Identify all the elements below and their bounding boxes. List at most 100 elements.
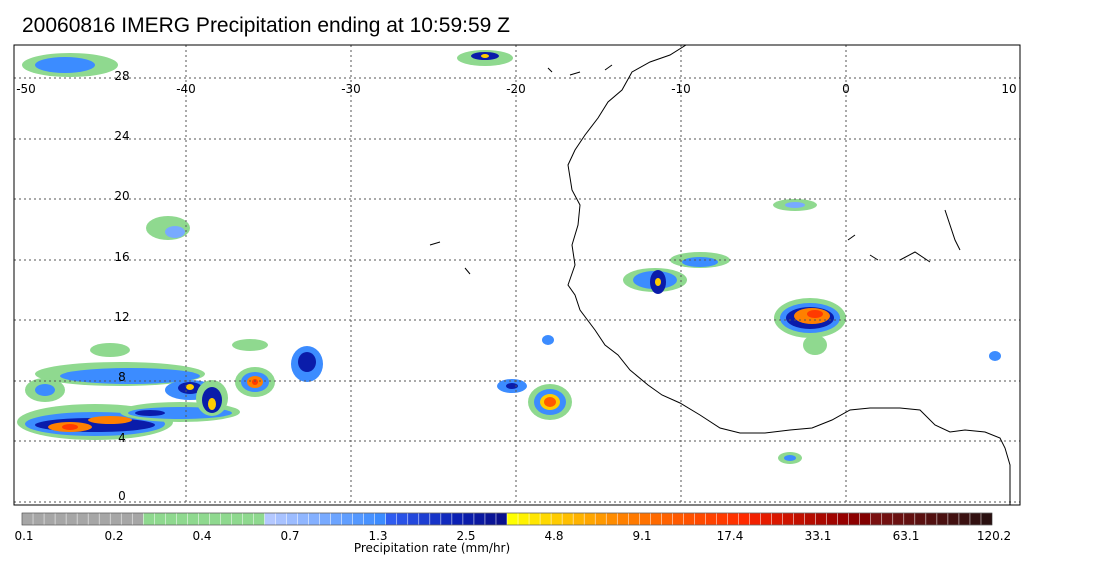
lat-tick-label: 4 — [118, 431, 126, 445]
colorbar-tick-label: 63.1 — [893, 529, 920, 543]
colorbar-cell — [396, 512, 409, 526]
colorbar-cell — [848, 512, 861, 526]
colorbar-cell — [131, 512, 144, 526]
colorbar-cell — [76, 512, 89, 526]
colorbar-cell — [815, 512, 828, 526]
colorbar-tick-label: 4.8 — [544, 529, 563, 543]
colorbar-cell — [98, 512, 111, 526]
colorbar-cell — [109, 512, 122, 526]
colorbar-cell — [837, 512, 850, 526]
colorbar-cell — [947, 512, 960, 526]
colorbar-cell — [594, 512, 607, 526]
colorbar-cell — [683, 512, 695, 526]
colorbar-cell — [903, 512, 916, 526]
lon-tick-label: 0 — [842, 82, 850, 96]
colorbar-frame — [21, 512, 993, 526]
colorbar-cell — [352, 512, 365, 526]
colorbar-cell — [727, 512, 740, 526]
colorbar-cell — [242, 512, 255, 526]
lon-tick-label: -10 — [671, 82, 691, 96]
colorbar-cell — [705, 512, 717, 526]
colorbar-cell — [120, 512, 133, 526]
rain-band-west — [17, 339, 323, 440]
colorbar-cell — [495, 512, 508, 526]
colorbar-cell — [363, 512, 376, 526]
colorbar-cell — [451, 512, 464, 526]
colorbar-cell — [936, 512, 949, 526]
colorbar-cell — [165, 512, 177, 526]
colorbar-cell — [771, 512, 784, 526]
colorbar-cell — [892, 512, 905, 526]
map-title: 20060816 IMERG Precipitation ending at 1… — [22, 14, 510, 37]
colorbar-cell — [925, 512, 938, 526]
colorbar-cell — [187, 512, 199, 526]
lat-lon-grid — [14, 45, 1020, 505]
colorbar-cell — [572, 512, 585, 526]
lon-tick-label: -40 — [176, 82, 196, 96]
colorbar-cell — [969, 512, 982, 526]
colorbar-cell — [694, 512, 706, 526]
colorbar-cell — [528, 512, 541, 526]
colorbar-tick-label: 0.4 — [192, 529, 211, 543]
coastlines — [429, 45, 1011, 505]
colorbar-cell — [639, 512, 651, 526]
colorbar-cell — [308, 512, 321, 526]
colorbar-tick-label: 0.2 — [104, 529, 123, 543]
colorbar-cell — [418, 512, 431, 526]
colorbar-cell — [374, 512, 387, 526]
latitude-labels: 28 24 20 16 12 8 4 0 — [114, 69, 129, 503]
colorbar-cell — [826, 512, 839, 526]
colorbar-cell — [517, 512, 530, 526]
colorbar-tick-label: 0.7 — [280, 529, 299, 543]
colorbar-cell — [473, 512, 486, 526]
colorbar-cell — [484, 512, 497, 526]
colorbar-cell — [209, 512, 221, 526]
colorbar-cell — [539, 512, 552, 526]
colorbar-tick-label: 2.5 — [456, 529, 475, 543]
colorbar-cell — [859, 512, 872, 526]
colorbar-cell — [253, 512, 266, 526]
colorbar-cell — [782, 512, 795, 526]
colorbar-cell — [176, 512, 188, 526]
colorbar-tick-labels: 0.1 0.2 0.4 0.7 1.3 2.5 4.8 9.1 17.4 33.… — [14, 529, 1011, 543]
colorbar-cell — [738, 512, 751, 526]
lat-tick-label: 0 — [118, 489, 126, 503]
colorbar-cell — [341, 512, 354, 526]
colorbar-cell — [143, 512, 155, 526]
colorbar-cell — [385, 512, 398, 526]
colorbar-cell — [54, 512, 67, 526]
colorbar-cell — [716, 512, 728, 526]
colorbar-cell — [440, 512, 453, 526]
colorbar-cell — [793, 512, 806, 526]
lon-tick-label: -50 — [16, 82, 36, 96]
colorbar-cell — [628, 512, 640, 526]
colorbar-cell — [870, 512, 883, 526]
lon-tick-label: -30 — [341, 82, 361, 96]
colorbar-cell — [462, 512, 475, 526]
colorbar-tick-label: 120.2 — [977, 529, 1011, 543]
africa-coastline — [567, 45, 1011, 505]
colorbar-cell — [87, 512, 100, 526]
colorbar-cell — [605, 512, 618, 526]
lat-tick-label: 24 — [114, 129, 129, 143]
colorbar-cell — [429, 512, 442, 526]
longitude-labels: -50 -40 -30 -20 -10 0 10 — [16, 82, 1016, 96]
colorbar-cell — [154, 512, 166, 526]
rain-cell-mid-atlantic — [497, 335, 572, 420]
map-frame — [13, 44, 1021, 506]
colorbar-tick-label: 33.1 — [805, 529, 832, 543]
colorbar-cell — [21, 512, 34, 526]
rain-cell-interior — [774, 298, 846, 355]
colorbar-tick-label: 17.4 — [717, 529, 744, 543]
colorbar-cell — [804, 512, 817, 526]
colorbar-cell — [561, 512, 574, 526]
colorbar-cell — [319, 512, 332, 526]
colorbar-cell — [231, 512, 243, 526]
colorbar-cell — [286, 512, 299, 526]
lat-tick-label: 28 — [114, 69, 129, 83]
colorbar-cell — [330, 512, 343, 526]
precipitation-field — [17, 50, 1001, 464]
colorbar-label: Precipitation rate (mm/hr) — [353, 541, 511, 555]
colorbar-tick-label: 9.1 — [632, 529, 651, 543]
colorbar-cell — [506, 512, 519, 526]
